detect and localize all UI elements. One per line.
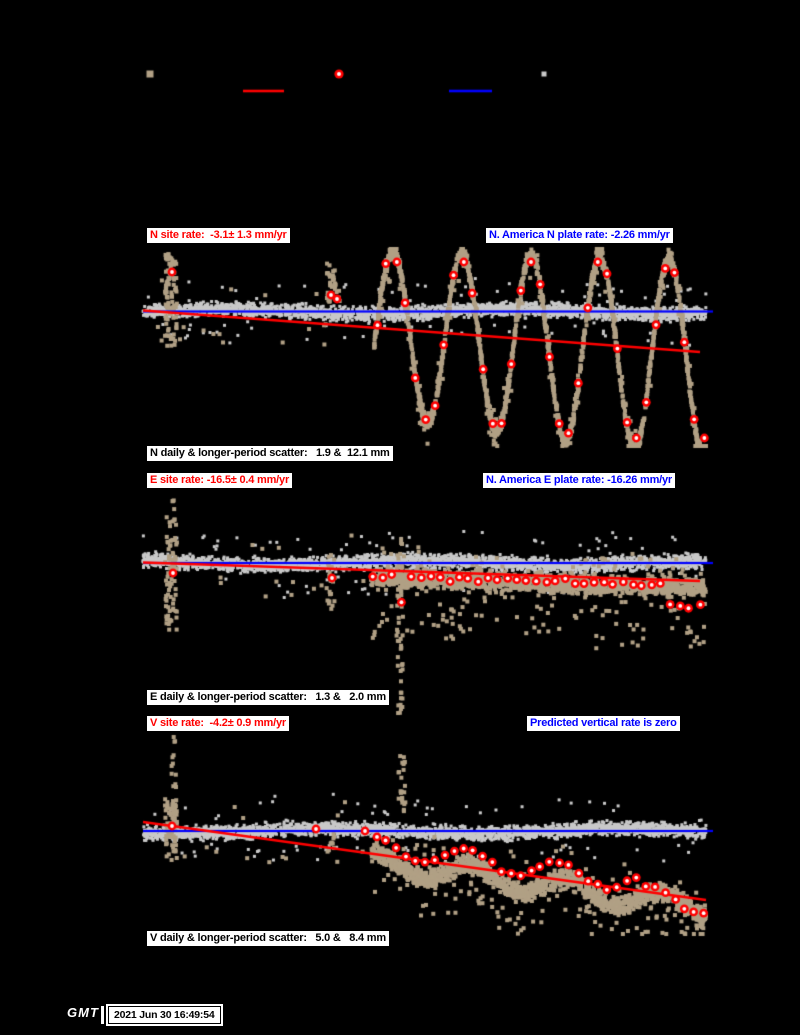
e-plate-rate-label: N. America E plate rate: -16.26 mm/yr — [483, 473, 676, 488]
n-site-rate-label: N site rate: -3.1± 1.3 mm/yr — [147, 228, 290, 243]
n-plate-rate-label: N. America N plate rate: -2.26 mm/yr — [486, 228, 673, 243]
e-scatter-label: E daily & longer-period scatter: 1.3 & 2… — [147, 690, 389, 705]
timestamp-bar — [101, 1006, 104, 1024]
v-scatter-label: V daily & longer-period scatter: 5.0 & 8… — [147, 931, 389, 946]
gmt-footer: GMT 2021 Jun 30 16:49:54 — [0, 1002, 800, 1028]
timestamp: 2021 Jun 30 16:49:54 — [108, 1006, 221, 1024]
v-plate-note-label: Predicted vertical rate is zero — [527, 716, 680, 731]
v-site-rate-label: V site rate: -4.2± 0.9 mm/yr — [147, 716, 289, 731]
n-scatter-label: N daily & longer-period scatter: 1.9 & 1… — [147, 446, 393, 461]
e-site-rate-label: E site rate: -16.5± 0.4 mm/yr — [147, 473, 293, 488]
gmt-logo: GMT — [67, 1005, 99, 1020]
